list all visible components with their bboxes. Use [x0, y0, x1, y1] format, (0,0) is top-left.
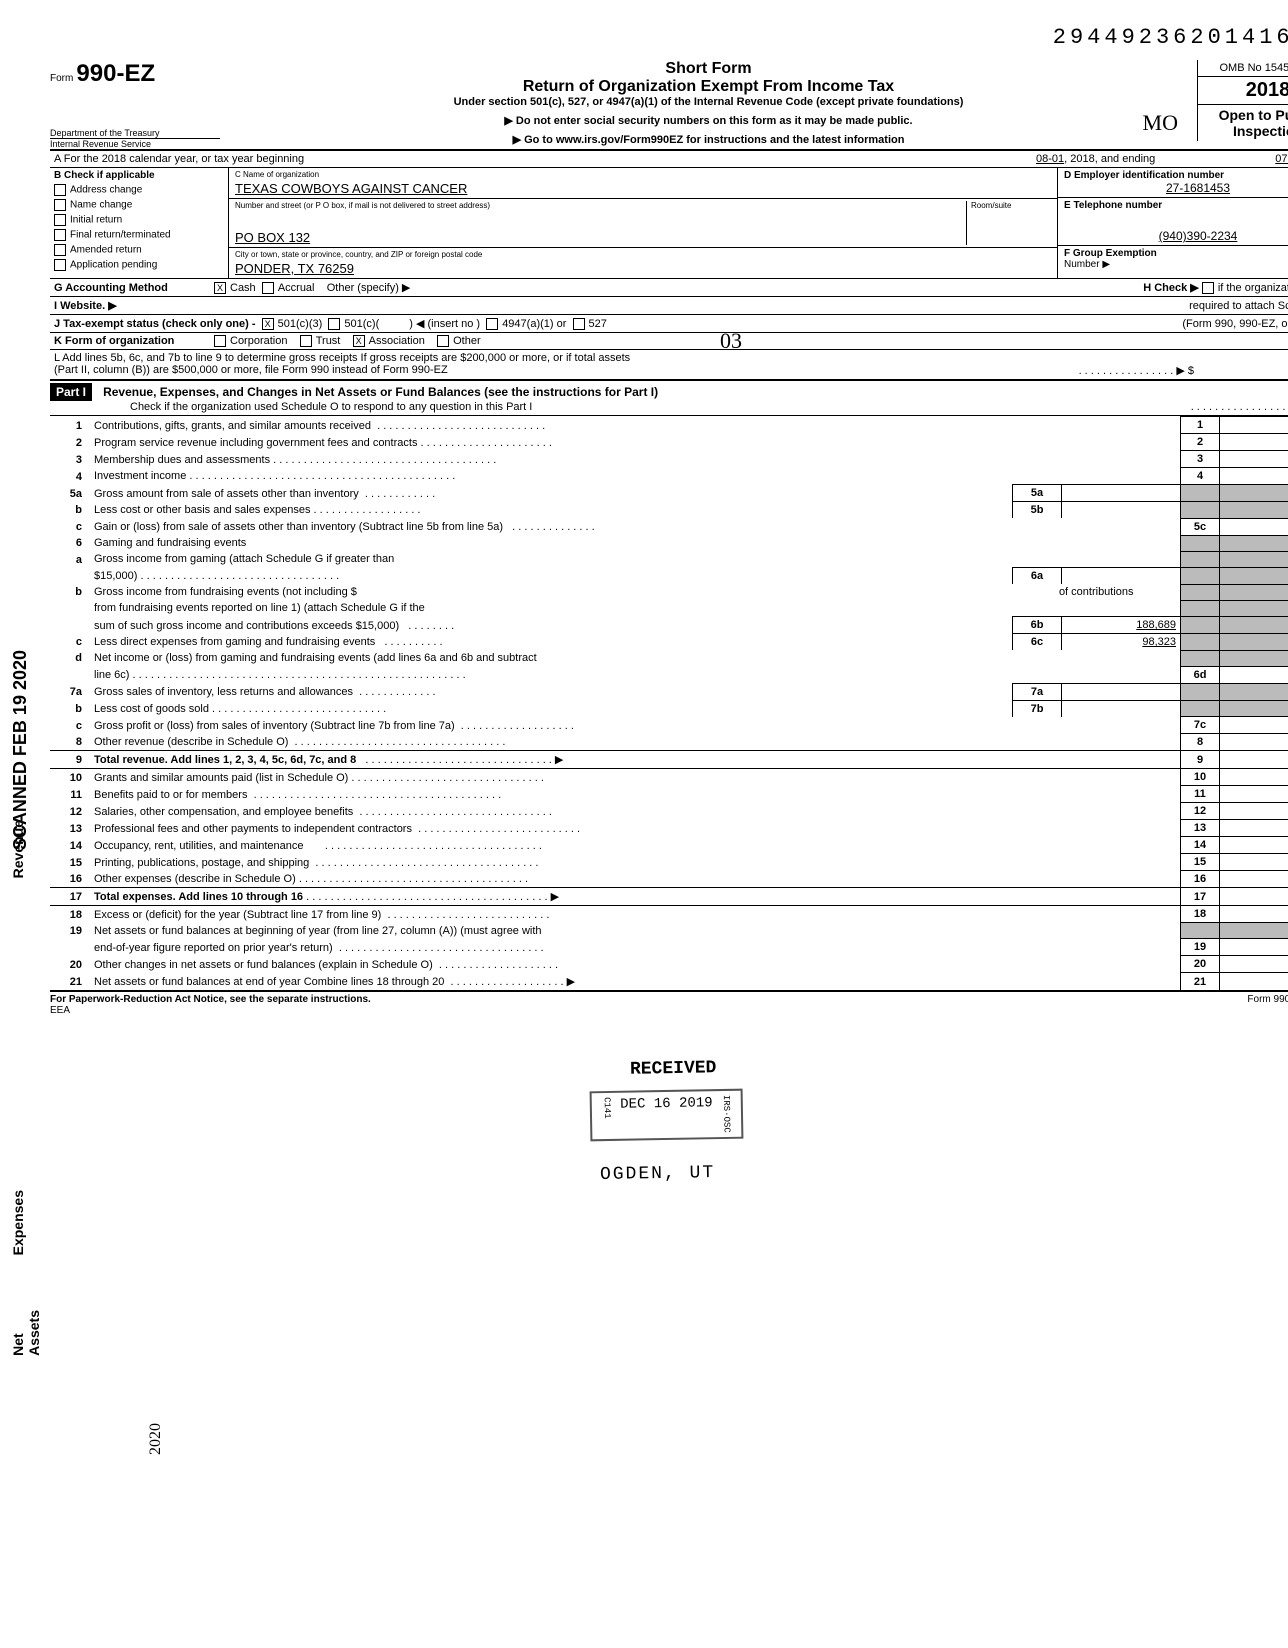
line-i: I Website. ▶ required to attach Schedule…: [50, 297, 1288, 315]
total-revenue: 90,366: [1220, 751, 1288, 769]
open-public: Open to Public Inspection: [1198, 105, 1288, 141]
lines-table: 1Contributions, gifts, grants, and simil…: [50, 416, 1288, 990]
line-18-value: 13,366: [1220, 906, 1288, 923]
subtitle: Under section 501(c), 527, or 4947(a)(1)…: [220, 96, 1197, 108]
line-k: K Form of organization Corporation Trust…: [50, 333, 1288, 350]
tax-year: 2018: [1198, 77, 1288, 105]
form-word: Form: [50, 73, 73, 84]
section-b: B Check if applicable Address change Nam…: [50, 168, 229, 278]
date-stamp: C141 DEC 16 2019 IRS·OSC: [590, 1089, 744, 1141]
trust-checkbox[interactable]: [300, 335, 312, 347]
ogden-stamp: OGDEN, UT: [590, 1159, 726, 1189]
line-19-value: 43,042: [1220, 939, 1288, 956]
form-number: 990-EZ: [76, 60, 155, 87]
org-name: TEXAS COWBOYS AGAINST CANCER: [235, 181, 1051, 196]
netassets-label: Net Assets: [10, 1310, 42, 1356]
line-21-value: 56,408: [1220, 973, 1288, 990]
4947-checkbox[interactable]: [486, 318, 498, 330]
line-a: A For the 2018 calendar year, or tax yea…: [50, 151, 1288, 168]
line-6b-value: 188,689: [1062, 617, 1181, 634]
line-l: L Add lines 5b, 6c, and 7b to line 9 to …: [50, 350, 1288, 379]
handwritten-mo: MO: [1143, 110, 1178, 136]
line-6c-value: 98,323: [1062, 634, 1181, 651]
line-10-value: 77,000: [1220, 769, 1288, 786]
top-sequence-number: 29449236201416 9: [1053, 25, 1288, 50]
expenses-label: Expenses: [10, 1190, 26, 1255]
501c3-checkbox[interactable]: X: [262, 318, 274, 330]
section-de: D Employer identification number 27-1681…: [1058, 168, 1288, 278]
accrual-checkbox[interactable]: [262, 282, 274, 294]
cash-checkbox[interactable]: X: [214, 282, 226, 294]
501c-checkbox[interactable]: [328, 318, 340, 330]
received-stamp: RECEIVED: [620, 1054, 727, 1084]
telephone: (940)390-2234: [1064, 229, 1288, 243]
address-block: B Check if applicable Address change Nam…: [50, 168, 1288, 279]
short-form-title: Short Form: [220, 60, 1197, 78]
gross-receipts: 188,689: [1194, 364, 1288, 377]
schedule-b-checkbox[interactable]: [1202, 282, 1214, 294]
line-g-h: G Accounting Method XCash Accrual Other …: [50, 279, 1288, 297]
other-checkbox[interactable]: [437, 335, 449, 347]
revenue-label: Revenue: [10, 820, 26, 878]
line-6d-value: 90,366: [1220, 666, 1288, 683]
section-c: C Name of organization TEXAS COWBOYS AGA…: [229, 168, 1058, 278]
assoc-checkbox[interactable]: X: [353, 335, 365, 347]
irs-label: Internal Revenue Service: [50, 138, 220, 149]
instr-ssn: ▶ Do not enter social security numbers o…: [220, 114, 1197, 127]
corp-checkbox[interactable]: [214, 335, 226, 347]
total-expenses: 77,000: [1220, 888, 1288, 906]
ein: 27-1681453: [1064, 181, 1288, 195]
omb-number: OMB No 1545-1150: [1198, 60, 1288, 77]
form-ref: Form 990-EZ (2018): [1247, 994, 1288, 1016]
527-checkbox[interactable]: [573, 318, 585, 330]
line-j: J Tax-exempt status (check only one) - X…: [50, 315, 1288, 333]
po-box: PO BOX 132: [235, 230, 966, 245]
footer: For Paperwork-Reduction Act Notice, see …: [50, 990, 1288, 1016]
part1-header: Part I Revenue, Expenses, and Changes in…: [50, 379, 1288, 416]
handwritten-2020: 2020: [147, 1423, 165, 1455]
treasury-dept: Department of the Treasury: [50, 128, 220, 138]
handwritten-03: 03: [720, 328, 742, 354]
city-state-zip: PONDER, TX 76259: [235, 261, 1051, 276]
return-title: Return of Organization Exempt From Incom…: [220, 78, 1197, 96]
instr-url: ▶ Go to www.irs.gov/Form990EZ for instru…: [220, 133, 1197, 146]
